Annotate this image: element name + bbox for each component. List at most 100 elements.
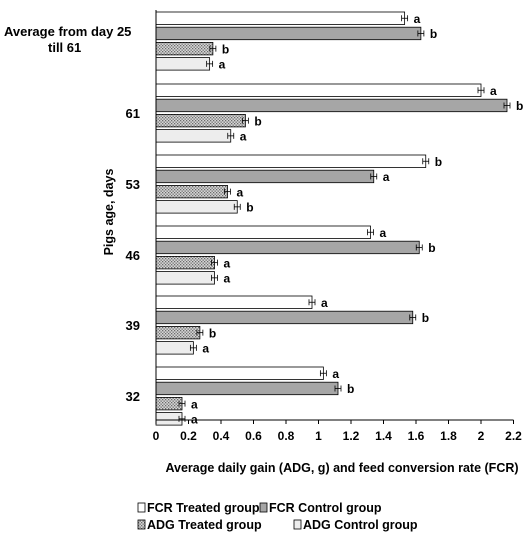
error-bar: [224, 188, 231, 195]
bar: [155, 341, 194, 355]
bar: [155, 240, 420, 255]
bar: [155, 412, 183, 426]
error-bar: [211, 259, 218, 266]
x-axis-title: Average daily gain (ADG, g) and feed con…: [165, 461, 518, 475]
significance-label: b: [422, 311, 429, 325]
error-bar: [233, 203, 241, 210]
category-label: 39: [126, 318, 140, 333]
bar: [155, 310, 414, 325]
legend-swatch: [137, 502, 146, 513]
bar: [155, 325, 201, 340]
svg-text:Average from day 25: Average from day 25: [4, 24, 131, 39]
x-tick-label: 0.8: [278, 429, 295, 443]
error-bar: [196, 329, 204, 336]
bar: [155, 200, 238, 214]
error-bar: [409, 314, 417, 321]
error-bar: [370, 173, 378, 180]
significance-label: a: [321, 296, 328, 310]
bar: [155, 26, 422, 41]
legend-item: FCR Control group: [259, 501, 382, 515]
legend-swatch: [259, 502, 268, 513]
significance-label: a: [219, 58, 226, 72]
category-label: 32: [126, 389, 140, 404]
error-bar: [334, 385, 342, 392]
significance-label: a: [224, 272, 231, 286]
significance-label: b: [430, 27, 437, 41]
legend: FCR Treated group FCR Control group ADG Tr…: [137, 501, 418, 532]
significance-label: a: [202, 342, 209, 356]
x-tick-label: 1.6: [408, 429, 425, 443]
x-tick-label: 0: [153, 429, 160, 443]
bar: [155, 98, 508, 113]
error-bar: [415, 244, 423, 251]
legend-swatch: [293, 519, 302, 530]
error-bar: [206, 60, 214, 67]
x-tick-label: 0.4: [213, 429, 230, 443]
error-bar: [367, 229, 374, 236]
x-tick-label: 2.2: [505, 429, 522, 443]
x-tick-label: 0.2: [180, 429, 197, 443]
error-bar: [189, 344, 197, 351]
x-tick-label: 1.2: [343, 429, 360, 443]
svg-text:till 61: till 61: [48, 40, 81, 55]
bar: [155, 154, 427, 168]
x-axis: 0 0.2 0.4 0.6 0.8 1 1.2 1.4 1.6 1.8 2 2.2: [153, 10, 522, 443]
legend-item: FCR Treated group: [137, 501, 260, 515]
error-bar: [178, 400, 186, 407]
error-bar: [477, 87, 485, 94]
error-bar: [503, 102, 511, 109]
category-label: 46: [126, 248, 140, 263]
bar: [155, 271, 215, 285]
significance-label: a: [380, 226, 387, 240]
bar: [155, 225, 371, 239]
significance-label: b: [254, 114, 261, 128]
bar: [155, 114, 246, 128]
significance-label: b: [428, 241, 435, 255]
significance-label: a: [332, 367, 339, 381]
significance-label: a: [414, 12, 421, 26]
bar: [155, 42, 214, 56]
error-bar: [241, 117, 249, 124]
significance-label: b: [435, 155, 442, 169]
bar: [155, 129, 232, 143]
significance-label: a: [224, 256, 231, 270]
bar: [155, 83, 482, 97]
error-bar: [308, 299, 316, 306]
plot-area: abbaabbabaababaaabbaabaa: [155, 11, 523, 427]
significance-label: b: [246, 201, 253, 215]
significance-label: b: [516, 99, 523, 113]
significance-label: a: [237, 185, 244, 199]
error-bar: [319, 370, 327, 377]
significance-label: b: [209, 326, 216, 340]
error-bar: [422, 158, 430, 165]
significance-label: b: [222, 42, 229, 56]
bar: [155, 366, 324, 380]
bar: [155, 184, 228, 199]
legend-label: FCR Treated group: [147, 501, 260, 515]
legend-item: ADG Treated group: [137, 518, 262, 532]
error-bar: [401, 15, 409, 22]
error-bar: [178, 415, 186, 422]
legend-label: FCR Control group: [269, 501, 382, 515]
x-tick-label: 1: [315, 429, 322, 443]
x-tick-label: 1.8: [440, 429, 457, 443]
bar: [155, 169, 375, 184]
significance-label: b: [347, 382, 354, 396]
x-tick-label: 1.4: [375, 429, 392, 443]
bar: [155, 295, 313, 309]
significance-label: a: [240, 130, 247, 144]
x-tick-label: 0.6: [245, 429, 262, 443]
error-bar: [417, 30, 425, 37]
legend-item: ADG Control group: [293, 518, 418, 532]
significance-label: a: [191, 397, 198, 411]
category-label: 61: [126, 106, 140, 121]
bar: [155, 255, 215, 270]
error-bar: [209, 45, 217, 52]
significance-label: a: [490, 84, 497, 98]
x-tick-label: 2: [478, 429, 485, 443]
legend-label: ADG Treated group: [147, 518, 262, 532]
error-bar: [227, 132, 235, 139]
